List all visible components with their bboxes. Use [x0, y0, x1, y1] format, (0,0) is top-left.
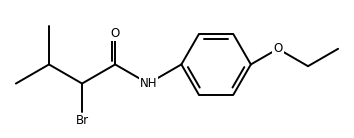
Text: O: O [110, 27, 120, 40]
Text: O: O [273, 42, 282, 55]
Text: NH: NH [139, 77, 157, 90]
Text: Br: Br [75, 114, 88, 127]
